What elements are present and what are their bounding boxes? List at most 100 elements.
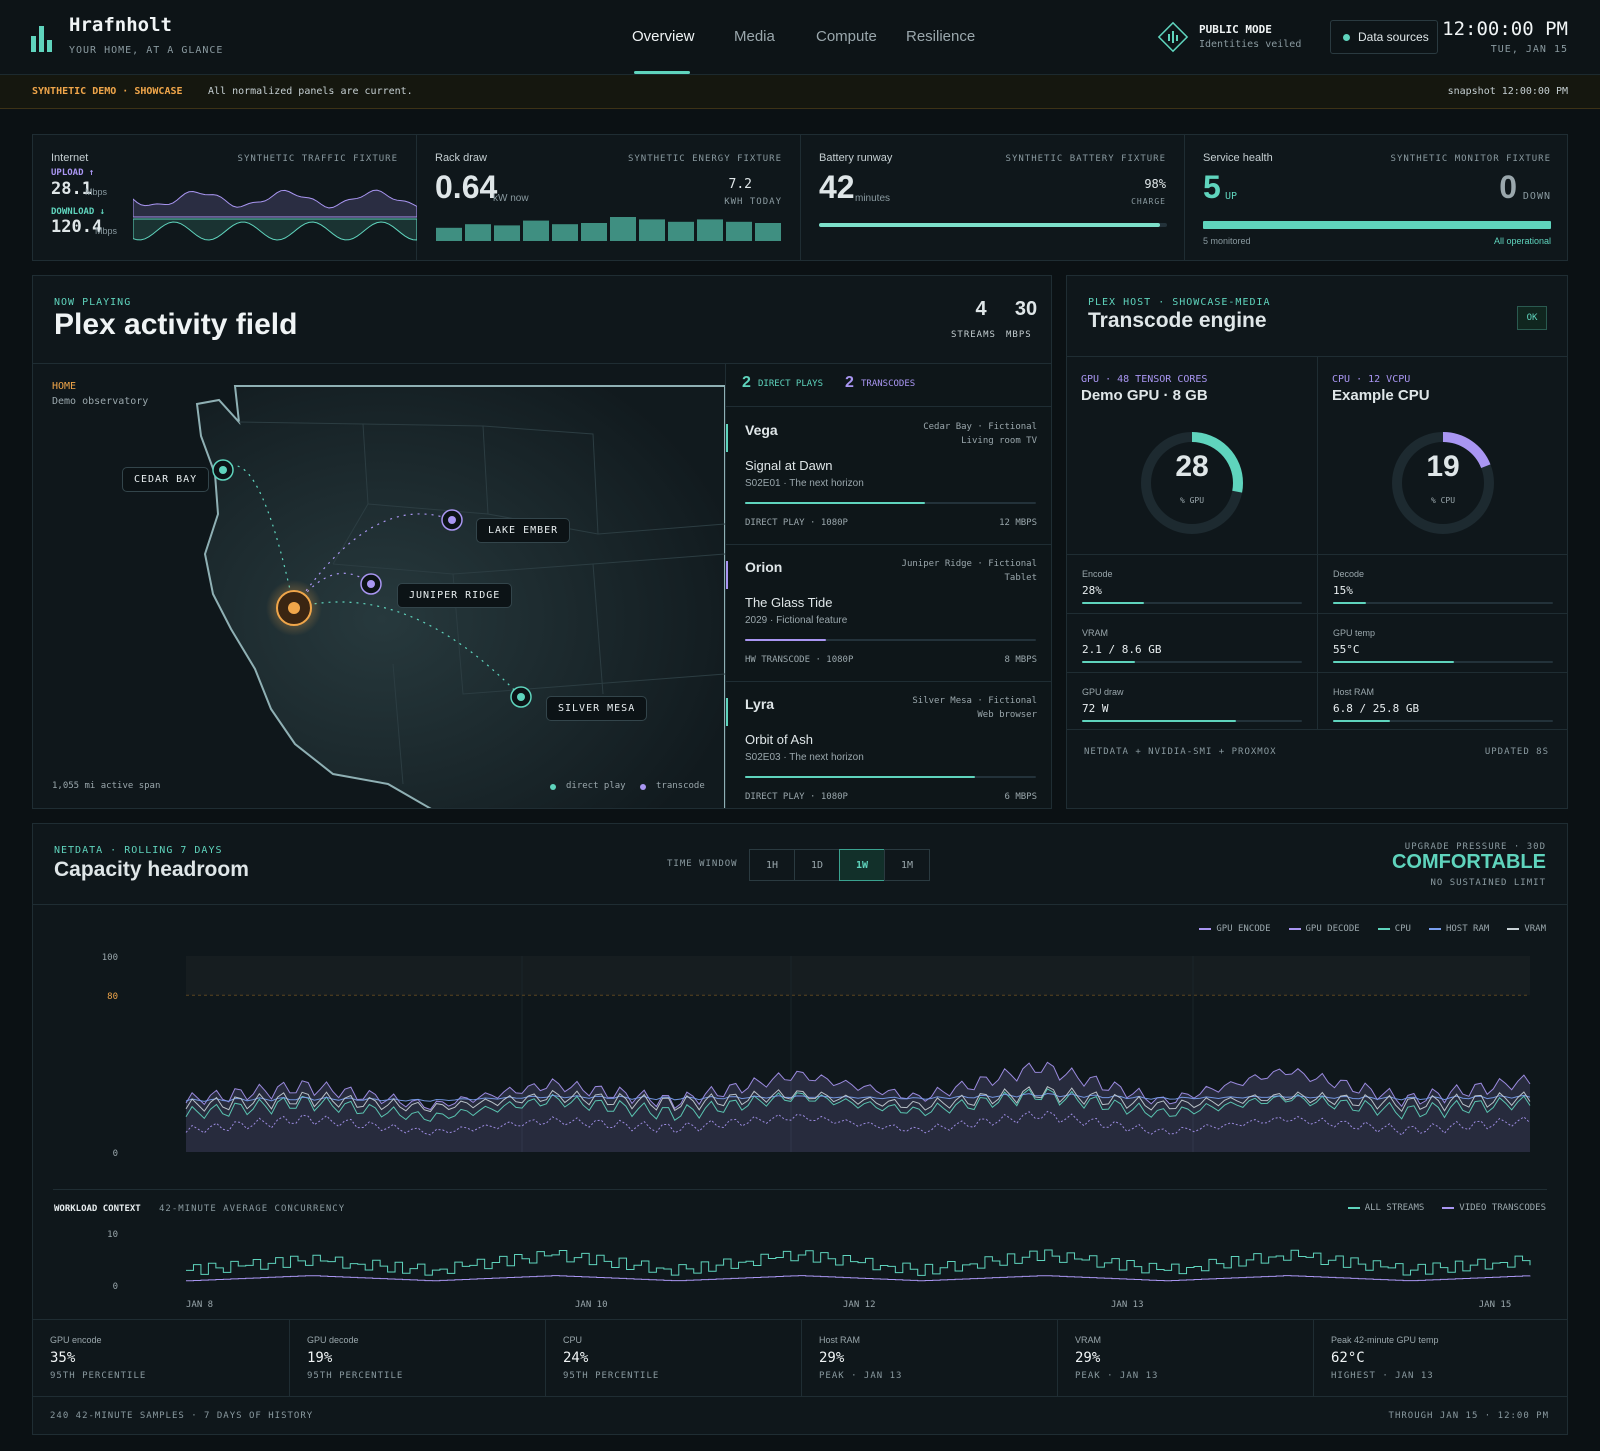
- summary-label: VRAM: [1075, 1335, 1102, 1345]
- session-arc: [293, 513, 453, 609]
- clock-date: TUE, JAN 15: [1490, 44, 1568, 55]
- session-card[interactable]: Vega Cedar Bay · Fictional Living room T…: [726, 408, 1051, 545]
- legend-item[interactable]: HOST RAM: [1428, 924, 1489, 934]
- tab-compute[interactable]: Compute: [816, 28, 877, 45]
- rack-today: 7.2: [728, 177, 752, 192]
- metric-bar: [1082, 661, 1302, 663]
- divider: [33, 1319, 1567, 1320]
- summary-cell: GPU encode 35% 95TH PERCENTILE: [33, 1320, 289, 1396]
- rack-bar: [697, 219, 723, 241]
- legend-item[interactable]: GPU ENCODE: [1199, 924, 1271, 934]
- summary-label: CPU: [563, 1335, 583, 1345]
- workload-chart: 10 0 JAN 8 JAN 10 JAN 12 JAN 13 JAN 15: [107, 1230, 1531, 1310]
- battery-bar: [819, 223, 1167, 227]
- tab-media[interactable]: Media: [734, 28, 775, 45]
- cpu-value: 19: [1426, 450, 1460, 483]
- metric-bar: [1082, 602, 1302, 604]
- metric-label: VRAM: [1082, 628, 1109, 638]
- summary-note: 95TH PERCENTILE: [307, 1371, 404, 1381]
- metric-value: 72 W: [1082, 702, 1109, 715]
- metric-bar: [1082, 720, 1302, 722]
- sessions-header: 2 DIRECT PLAYS 2 TRANSCODES: [726, 364, 1051, 407]
- session-rate: 8 MBPS: [1004, 655, 1037, 665]
- divider: [1317, 357, 1318, 729]
- gpu-label: GPU · 48 TENSOR CORES: [1081, 374, 1207, 385]
- legend-swatch: [1199, 928, 1212, 930]
- clock-time: 12:00:00 PM: [1442, 18, 1568, 40]
- capacity-footer-right: THROUGH JAN 15 · 12:00 PM: [1388, 1411, 1549, 1421]
- rack-value: 0.64: [435, 169, 498, 205]
- rack-today-label: KWH TODAY: [724, 197, 782, 207]
- metric-value: 28%: [1082, 584, 1102, 597]
- window-1d-button[interactable]: 1D: [794, 849, 840, 881]
- gpu-gauge: [1141, 432, 1243, 534]
- summary-cell: Peak 42-minute GPU temp 62°C HIGHEST · J…: [1313, 1320, 1569, 1396]
- window-1h-button[interactable]: 1H: [749, 849, 795, 881]
- traffic-sparkline: [133, 189, 417, 241]
- metric-cell: GPU draw 72 W: [1067, 672, 1317, 731]
- x-tick-label: JAN 12: [843, 1300, 876, 1310]
- session-card[interactable]: Lyra Silver Mesa · Fictional Web browser…: [726, 682, 1051, 808]
- window-1w-button[interactable]: 1W: [839, 849, 885, 881]
- legend-swatch: [1377, 928, 1390, 930]
- session-pin-dot: [448, 516, 456, 524]
- diamond-signal-icon: [1157, 21, 1189, 53]
- session-accent: [726, 424, 728, 452]
- summary-note: PEAK · JAN 13: [819, 1371, 903, 1381]
- battery-unit: minutes: [855, 193, 891, 204]
- status-banner: SYNTHETIC DEMO · SHOWCASE All normalized…: [0, 75, 1600, 109]
- session-arc: [293, 601, 522, 698]
- metric-cell: Host RAM 6.8 / 25.8 GB: [1318, 672, 1568, 731]
- summary-note: PEAK · JAN 13: [1075, 1371, 1159, 1381]
- workload-label: WORKLOAD CONTEXT: [54, 1204, 141, 1214]
- health-down-label: DOWN: [1522, 191, 1551, 202]
- window-1m-button[interactable]: 1M: [884, 849, 930, 881]
- battery-card: Battery runway SYNTHETIC BATTERY FIXTURE…: [801, 135, 1185, 260]
- legend-item[interactable]: VIDEO TRANSCODES: [1442, 1203, 1546, 1213]
- legend-item[interactable]: ALL STREAMS: [1347, 1203, 1424, 1213]
- map-span: 1,055 mi active span: [52, 781, 161, 791]
- tab-overview[interactable]: Overview: [632, 28, 695, 45]
- legend-item[interactable]: GPU DECODE: [1288, 924, 1360, 934]
- legend-item[interactable]: VRAM: [1507, 924, 1546, 934]
- legend-swatch: [1507, 928, 1520, 930]
- session-subtitle: 2029 · Fictional feature: [745, 615, 848, 626]
- internet-card: Internet SYNTHETIC TRAFFIC FIXTURE UPLOA…: [33, 135, 417, 260]
- session-card[interactable]: Orion Juniper Ridge · Fictional Tablet T…: [726, 545, 1051, 682]
- summary-cell: Host RAM 29% PEAK · JAN 13: [801, 1320, 1057, 1396]
- health-title: Service health: [1203, 152, 1273, 164]
- rack-bar: [668, 221, 694, 241]
- summary-value: 19%: [307, 1350, 333, 1366]
- health-status: All operational: [1493, 236, 1551, 246]
- place-juniper-ridge[interactable]: JUNIPER RIDGE: [397, 583, 513, 608]
- transcode-footer-right: UPDATED 8S: [1484, 747, 1549, 757]
- cpu-cores: 12 VCPU: [1368, 374, 1411, 385]
- status-dot-icon: [1343, 33, 1350, 41]
- metric-value: 2.1 / 8.6 GB: [1082, 643, 1162, 656]
- bar-chart-logo-icon: [31, 26, 52, 52]
- metric-label: Encode: [1082, 569, 1113, 579]
- legend-item[interactable]: CPU: [1377, 924, 1411, 934]
- session-subtitle: S02E03 · The next horizon: [745, 752, 864, 763]
- battery-charge-label: CHARGE: [1131, 197, 1166, 206]
- tab-resilience[interactable]: Resilience: [906, 28, 976, 45]
- battery-value: 42: [819, 169, 855, 205]
- mbps-label: MBPS: [1006, 330, 1032, 340]
- place-cedar-bay[interactable]: CEDAR BAY: [122, 467, 210, 492]
- session-device: Tablet: [1004, 573, 1037, 583]
- home-name: Demo observatory: [52, 396, 149, 407]
- workload-legend: ALL STREAMS VIDEO TRANSCODES: [1347, 1203, 1546, 1213]
- place-lake-ember[interactable]: LAKE EMBER: [476, 518, 571, 543]
- summary-label: GPU encode: [50, 1335, 102, 1345]
- summary-note: 95TH PERCENTILE: [50, 1371, 147, 1381]
- data-sources-button[interactable]: Data sources: [1330, 20, 1438, 54]
- place-silver-mesa[interactable]: SILVER MESA: [546, 696, 648, 721]
- transcode-footer-left: NETDATA + NVIDIA-SMI + PROXMOX: [1084, 747, 1277, 757]
- health-up-label: UP: [1225, 191, 1238, 202]
- legend-swatch: [1288, 928, 1301, 930]
- main-legend: GPU ENCODE GPU DECODE CPU HOST RAM VRAM: [1199, 924, 1546, 934]
- pressure-label: UPGRADE PRESSURE · 30D: [1404, 842, 1546, 852]
- x-tick-label: JAN 13: [1111, 1300, 1144, 1310]
- divider: [1067, 729, 1567, 730]
- session-title: Signal at Dawn: [745, 458, 833, 473]
